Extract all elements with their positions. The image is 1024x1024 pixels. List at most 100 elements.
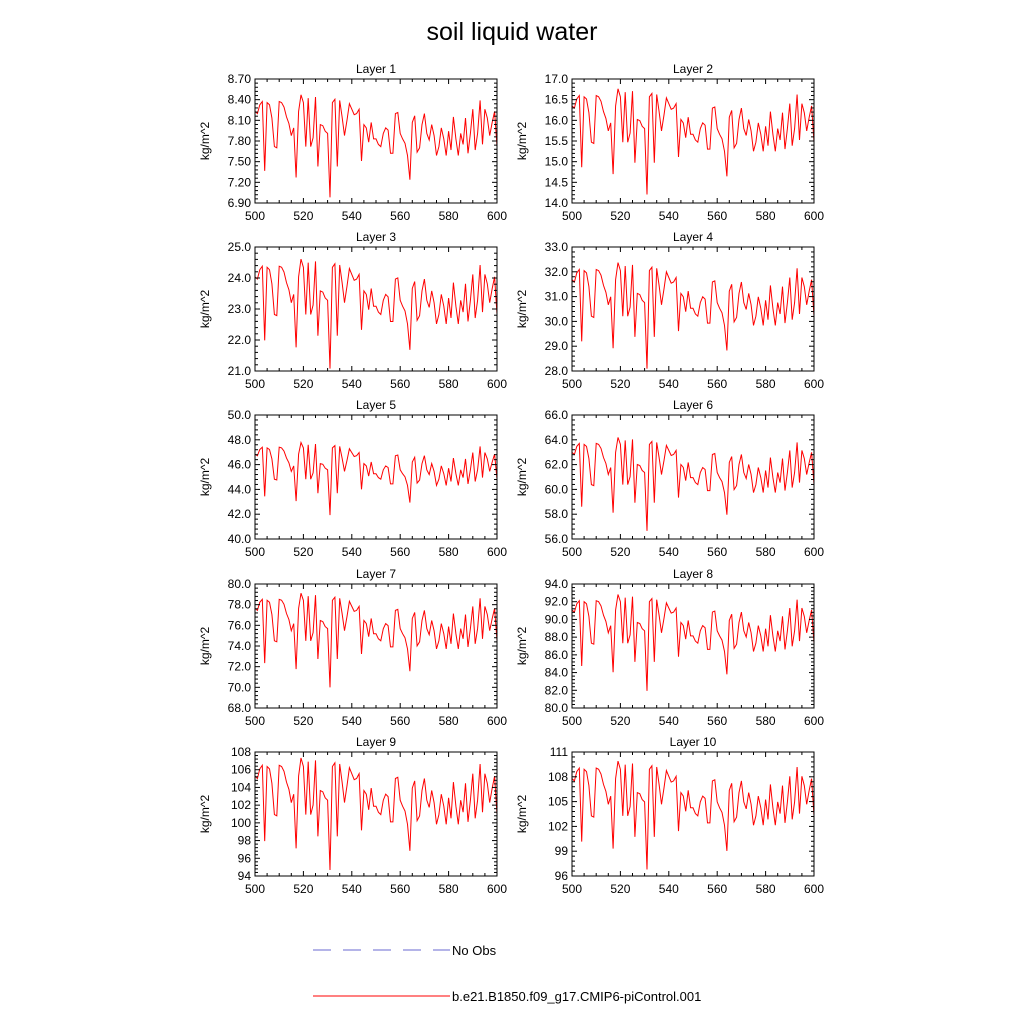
y-tick-label: 8.70 (228, 72, 252, 86)
y-tick-label: 14.0 (545, 196, 569, 210)
x-tick-label: 560 (707, 882, 727, 896)
y-tick-label: 108 (548, 770, 568, 784)
y-tick-label: 14.5 (545, 175, 569, 189)
y-axis-label: kg/m^2 (515, 458, 529, 497)
plot-frame (254, 246, 498, 372)
x-tick-label: 600 (487, 545, 507, 559)
x-tick-label: 580 (756, 882, 776, 896)
x-tick-label: 540 (342, 882, 362, 896)
x-tick-label: 540 (659, 714, 679, 728)
series-line (571, 594, 815, 691)
plot-frame (254, 751, 498, 877)
chart-title: soil liquid water (427, 18, 598, 46)
panel-layer-1: Layer 1 kg/m^2 500 520 540 560 580 600 6.90 7.20 7… (198, 62, 507, 223)
panel-title: Layer 10 (670, 735, 717, 749)
y-axis-label: kg/m^2 (515, 627, 529, 666)
y-tick-label: 25.0 (228, 240, 252, 254)
x-tick-label: 540 (659, 377, 679, 391)
y-tick-label: 76.0 (228, 618, 252, 632)
y-tick-label: 46.0 (228, 458, 252, 472)
series-line (571, 437, 815, 531)
y-tick-label: 29.0 (545, 339, 569, 353)
plot-frame (571, 414, 815, 540)
x-tick-label: 500 (562, 209, 582, 223)
y-tick-label: 82.0 (545, 683, 569, 697)
x-tick-label: 500 (245, 209, 265, 223)
legend-label-model: b.e21.B1850.f09_g17.CMIP6-piControl.001 (452, 989, 701, 1004)
x-tick-label: 580 (756, 209, 776, 223)
y-tick-label: 78.0 (228, 598, 252, 612)
y-tick-label: 98 (238, 834, 252, 848)
y-tick-label: 100 (231, 816, 251, 830)
x-tick-label: 560 (707, 714, 727, 728)
y-axis-label: kg/m^2 (198, 290, 212, 329)
y-tick-label: 84.0 (545, 666, 569, 680)
y-tick-label: 102 (231, 798, 251, 812)
x-tick-label: 580 (439, 714, 459, 728)
x-tick-label: 600 (487, 882, 507, 896)
x-tick-label: 540 (659, 545, 679, 559)
y-tick-label: 88.0 (545, 630, 569, 644)
y-tick-label: 80.0 (228, 577, 252, 591)
y-tick-label: 40.0 (228, 532, 252, 546)
x-tick-label: 520 (610, 377, 630, 391)
x-tick-label: 580 (439, 377, 459, 391)
plot-frame (254, 583, 498, 709)
panel-title: Layer 1 (356, 62, 396, 76)
panel-layer-6: Layer 6 kg/m^2 500 520 540 560 580 600 56.0 58.0 6… (515, 398, 824, 559)
x-tick-label: 500 (245, 714, 265, 728)
panel-layer-3: Layer 3 kg/m^2 500 520 540 560 580 600 21.0 22.0 2… (198, 230, 507, 391)
panel-title: Layer 4 (673, 230, 713, 244)
x-tick-label: 560 (390, 545, 410, 559)
x-tick-label: 560 (707, 545, 727, 559)
plot-frame (571, 583, 815, 709)
x-tick-label: 540 (342, 714, 362, 728)
y-tick-label: 44.0 (228, 482, 252, 496)
x-tick-label: 600 (804, 714, 824, 728)
y-tick-label: 24.0 (228, 271, 252, 285)
panel-title: Layer 8 (673, 567, 713, 581)
y-tick-label: 96 (555, 869, 569, 883)
y-tick-label: 108 (231, 745, 251, 759)
x-tick-label: 540 (659, 209, 679, 223)
x-tick-label: 560 (390, 882, 410, 896)
plot-frame (571, 78, 815, 204)
panel-layer-9: Layer 9 kg/m^2 500 520 540 560 580 600 94 96 98 100… (198, 735, 507, 896)
x-tick-label: 580 (756, 545, 776, 559)
y-tick-label: 94 (238, 869, 252, 883)
panel-layer-4: Layer 4 kg/m^2 500 520 540 560 580 600 28.0 29.0 3… (515, 230, 824, 391)
y-tick-label: 7.80 (228, 134, 252, 148)
panel-title: Layer 9 (356, 735, 396, 749)
y-tick-label: 105 (548, 795, 568, 809)
panel-layer-8: Layer 8 kg/m^2 500 520 540 560 580 600 80.0 82.0 8… (515, 567, 824, 728)
y-tick-label: 48.0 (228, 433, 252, 447)
x-tick-label: 500 (562, 714, 582, 728)
x-tick-label: 540 (659, 882, 679, 896)
y-tick-label: 90.0 (545, 612, 569, 626)
panel-layer-2: Layer 2 kg/m^2 500 520 540 560 580 600 14.0 14.5 1… (515, 62, 824, 223)
x-tick-label: 560 (390, 714, 410, 728)
y-tick-label: 60.0 (545, 482, 569, 496)
y-tick-label: 16.0 (545, 113, 569, 127)
x-tick-label: 500 (245, 882, 265, 896)
y-tick-label: 31.0 (545, 290, 569, 304)
panel-layer-7: Layer 7 kg/m^2 500 520 540 560 580 600 68.0 70.0 7… (198, 567, 507, 728)
x-tick-label: 520 (610, 209, 630, 223)
x-tick-label: 600 (804, 545, 824, 559)
x-tick-label: 580 (439, 209, 459, 223)
x-tick-label: 520 (293, 377, 313, 391)
x-tick-label: 600 (487, 714, 507, 728)
x-tick-label: 520 (293, 545, 313, 559)
x-tick-label: 540 (342, 377, 362, 391)
y-tick-label: 8.40 (228, 93, 252, 107)
x-tick-label: 580 (756, 714, 776, 728)
x-tick-label: 520 (610, 545, 630, 559)
series-line (254, 258, 498, 369)
y-tick-label: 6.90 (228, 196, 252, 210)
x-tick-label: 560 (390, 209, 410, 223)
y-tick-label: 8.10 (228, 113, 252, 127)
series-line (571, 262, 815, 369)
y-tick-label: 30.0 (545, 314, 569, 328)
y-tick-label: 86.0 (545, 648, 569, 662)
